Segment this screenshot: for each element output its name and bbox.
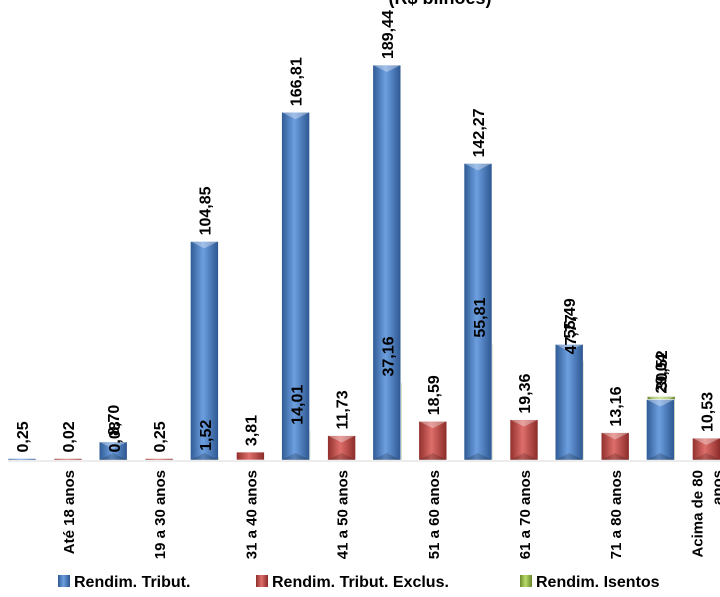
bar-rendim-tribut-exclus-8 <box>692 437 720 461</box>
bar-rendim-tribut-3 <box>190 241 219 461</box>
legend: Rendim. Tribut. Rendim. Tribut. Exclus. Re… <box>58 574 660 591</box>
category-label-3: 31 a 40 anos <box>243 470 260 559</box>
category-label-8: anos <box>709 470 720 505</box>
category-label-8: Acima de 80 <box>689 470 706 558</box>
bar-rendim-tribut-exclus-6 <box>509 419 539 461</box>
bar-rendim-tribut-1 <box>7 458 37 461</box>
bar-rendim-tribut-exclus-4 <box>327 435 356 461</box>
data-label-rendim-tribut-4: 166,81 <box>289 57 306 106</box>
data-label-rendim-tribut-exclus-1: 0,02 <box>61 421 78 452</box>
bar-rendim-tribut-exclus-7 <box>600 432 630 461</box>
legend-item-rendim-tribut-exclus: Rendim. Tribut. Exclus. <box>256 574 449 591</box>
legend-label-rendim-isentos: Rendim. Isentos <box>536 574 660 591</box>
bar-rendim-tribut-exclus-3 <box>236 451 265 461</box>
bar-rendim-tribut-8 <box>646 399 675 461</box>
legend-swatch-rendim-tribut-exclus <box>256 575 268 587</box>
category-label-2: 19 a 30 anos <box>152 470 169 559</box>
data-label-rendim-isentos-7: 30,52 <box>654 350 671 390</box>
legend-swatch-rendim-isentos <box>520 575 532 587</box>
data-label-rendim-isentos-6: 47,77 <box>563 314 580 354</box>
legend-item-rendim-isentos: Rendim. Isentos <box>520 574 660 591</box>
bar-rendim-tribut-exclus-2 <box>144 458 174 461</box>
data-label-rendim-isentos-1: 0,08 <box>107 421 124 452</box>
data-label-rendim-isentos-2: 1,52 <box>198 420 215 451</box>
bars-group <box>7 64 720 461</box>
legend-label-rendim-tribut-exclus: Rendim. Tribut. Exclus. <box>272 574 449 591</box>
chart-title: (R$ bilhões) <box>388 0 491 8</box>
category-label-5: 51 a 60 anos <box>426 470 443 559</box>
category-label-6: 61 a 70 anos <box>517 470 534 559</box>
data-label-rendim-tribut-5: 189,44 <box>380 10 397 59</box>
data-label-rendim-isentos-3: 14,01 <box>289 385 306 425</box>
data-label-rendim-tribut-3: 104,85 <box>197 186 214 235</box>
bar-rendim-tribut-5 <box>372 64 402 461</box>
legend-swatch-rendim-tribut <box>58 575 70 587</box>
data-label-rendim-tribut-exclus-7: 13,16 <box>608 386 625 426</box>
bar-rendim-tribut-6 <box>463 163 493 461</box>
data-label-rendim-tribut-exclus-3: 3,81 <box>243 415 260 446</box>
category-labels-group: Até 18 anos 19 a 30 anos 31 a 40 anos 41 a … <box>61 470 720 559</box>
data-label-rendim-tribut-exclus-5: 18,59 <box>426 375 443 415</box>
bar-rendim-tribut-7 <box>554 344 584 461</box>
category-label-7: 71 a 80 anos <box>608 470 625 559</box>
data-label-rendim-tribut-2: 8,70 <box>106 405 123 436</box>
data-labels-group: 0,25 0,02 0,088,70 0,25 1,52 104,85 3,81 14,01 1… <box>15 10 716 453</box>
bar-rendim-tribut-4 <box>281 111 310 461</box>
legend-item-rendim-tribut: Rendim. Tribut. <box>58 574 190 591</box>
data-label-rendim-tribut-exclus-6: 19,36 <box>517 373 534 413</box>
data-label-rendim-tribut-exclus-4: 11,73 <box>335 390 352 429</box>
data-label-rendim-tribut-1: 0,25 <box>15 421 32 452</box>
bar-rendim-tribut-exclus-5 <box>418 420 448 461</box>
category-label-1: Até 18 anos <box>61 470 78 554</box>
data-label-rendim-tribut-exclus-8: 10,53 <box>699 392 716 432</box>
data-label-rendim-tribut-8: 29,04 <box>653 353 670 393</box>
bar-rendim-tribut-exclus-1 <box>53 458 83 461</box>
data-label-rendim-isentos-4: 37,16 <box>381 336 398 376</box>
legend-label-rendim-tribut: Rendim. Tribut. <box>74 574 190 591</box>
data-label-rendim-tribut-exclus-2: 0,25 <box>152 421 169 452</box>
bar-rendim-tribut-2 <box>98 441 128 461</box>
data-label-rendim-tribut-7: 55,49 <box>562 298 579 338</box>
data-label-rendim-isentos-5: 55,81 <box>472 297 489 337</box>
data-label-rendim-tribut-6: 142,27 <box>471 108 488 157</box>
category-label-4: 41 a 50 anos <box>335 470 352 559</box>
